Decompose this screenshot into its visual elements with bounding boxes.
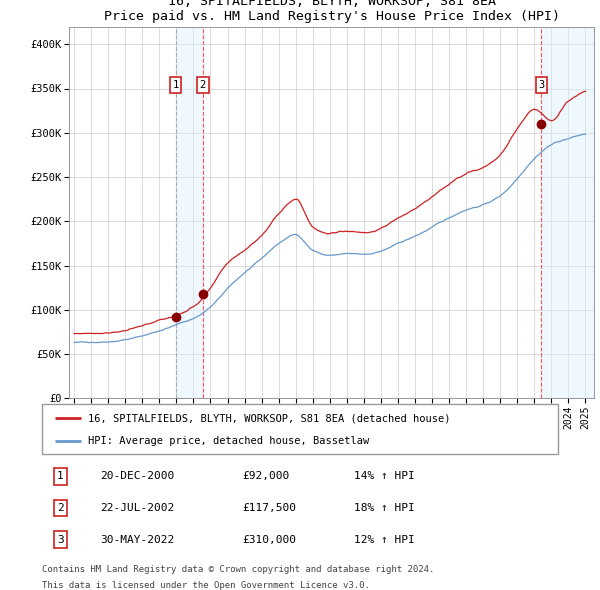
FancyBboxPatch shape xyxy=(42,404,558,454)
Text: 14% ↑ HPI: 14% ↑ HPI xyxy=(353,471,414,481)
Text: HPI: Average price, detached house, Bassetlaw: HPI: Average price, detached house, Bass… xyxy=(88,436,370,446)
Text: £117,500: £117,500 xyxy=(242,503,296,513)
Bar xyxy=(541,27,594,398)
Text: This data is licensed under the Open Government Licence v3.0.: This data is licensed under the Open Gov… xyxy=(42,581,370,590)
Text: 16, SPITALFIELDS, BLYTH, WORKSOP, S81 8EA (detached house): 16, SPITALFIELDS, BLYTH, WORKSOP, S81 8E… xyxy=(88,413,451,423)
Text: 1: 1 xyxy=(173,80,179,90)
Text: 3: 3 xyxy=(538,80,544,90)
Text: 1: 1 xyxy=(57,471,64,481)
Title: 16, SPITALFIELDS, BLYTH, WORKSOP, S81 8EA
Price paid vs. HM Land Registry's Hous: 16, SPITALFIELDS, BLYTH, WORKSOP, S81 8E… xyxy=(104,0,560,22)
Text: 20-DEC-2000: 20-DEC-2000 xyxy=(100,471,175,481)
Text: 2: 2 xyxy=(57,503,64,513)
Text: Contains HM Land Registry data © Crown copyright and database right 2024.: Contains HM Land Registry data © Crown c… xyxy=(42,565,434,575)
Text: 2: 2 xyxy=(200,80,206,90)
Text: 30-MAY-2022: 30-MAY-2022 xyxy=(100,535,175,545)
Text: 18% ↑ HPI: 18% ↑ HPI xyxy=(353,503,414,513)
Text: 3: 3 xyxy=(57,535,64,545)
Text: £92,000: £92,000 xyxy=(242,471,290,481)
Bar xyxy=(176,27,203,398)
Text: 22-JUL-2002: 22-JUL-2002 xyxy=(100,503,175,513)
Text: 12% ↑ HPI: 12% ↑ HPI xyxy=(353,535,414,545)
Text: £310,000: £310,000 xyxy=(242,535,296,545)
